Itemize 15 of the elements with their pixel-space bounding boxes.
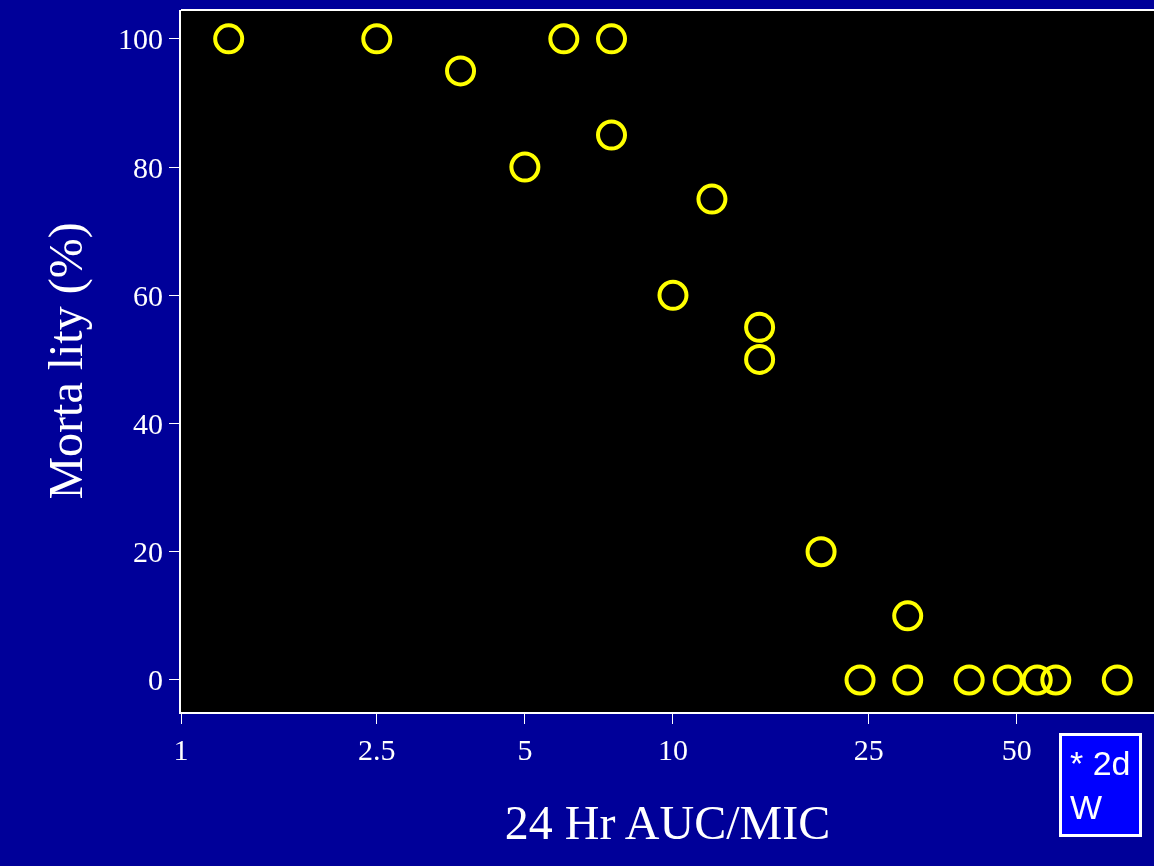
y-tick-label: 40 xyxy=(133,407,163,441)
x-tick-label: 5 xyxy=(517,733,533,766)
text: * 2d W xyxy=(1070,744,1131,827)
x-axis-title: 24 Hr AUC/MIC xyxy=(504,795,831,849)
x-tick-label: 25 xyxy=(853,733,884,766)
x-tick-label: 50 xyxy=(1001,733,1032,766)
y-tick-label: 80 xyxy=(133,150,163,184)
x-tick-label: 10 xyxy=(657,733,688,766)
y-axis-title: Morta lity (%) xyxy=(39,222,94,500)
y-tick-label: 20 xyxy=(133,535,163,569)
y-tick-label: 100 xyxy=(118,22,163,56)
y-tick-label: 60 xyxy=(133,278,163,312)
y-tick-label: 0 xyxy=(148,663,163,697)
x-tick-label: 2.5 xyxy=(358,733,396,766)
x-tick-label: 1 xyxy=(173,733,189,766)
